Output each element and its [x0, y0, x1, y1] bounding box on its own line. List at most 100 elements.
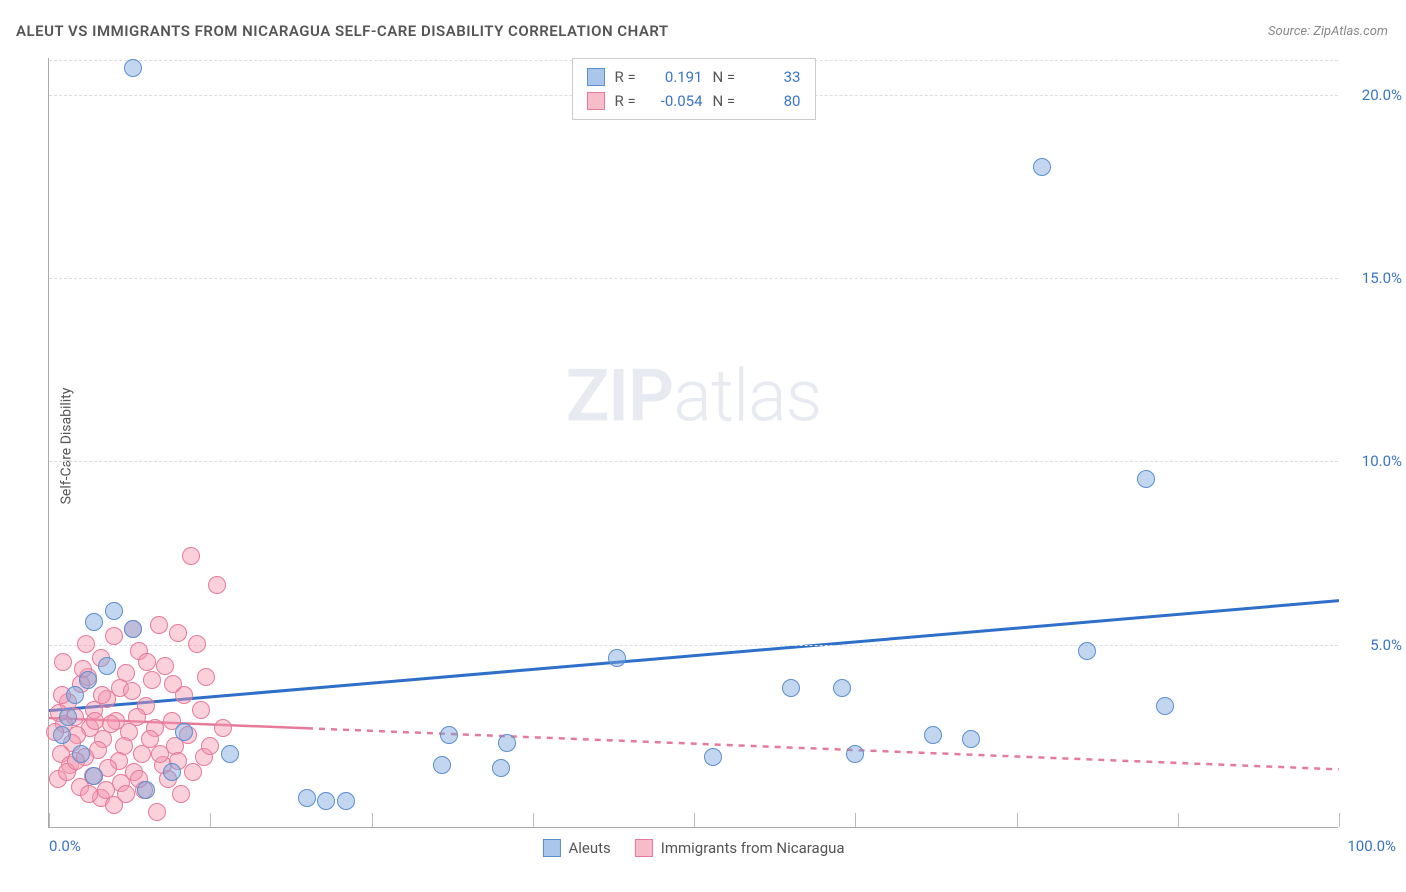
- scatter-point: [124, 620, 142, 638]
- series-legend: Aleuts Immigrants from Nicaragua: [542, 839, 844, 857]
- scatter-point: [498, 734, 516, 752]
- watermark-bold: ZIP: [566, 354, 673, 439]
- y-tick-label: 20.0%: [1362, 86, 1402, 104]
- y-tick-label: 10.0%: [1362, 452, 1402, 470]
- y-tick-label: 15.0%: [1362, 269, 1402, 287]
- swatch-nicaragua: [587, 92, 605, 110]
- gridline-h: [49, 278, 1338, 279]
- scatter-point: [175, 723, 193, 741]
- source-attribution: Source: ZipAtlas.com: [1268, 24, 1388, 39]
- r-value-nicaragua: -0.054: [651, 89, 703, 113]
- scatter-point: [105, 627, 123, 645]
- n-label: N =: [713, 65, 739, 89]
- trendlines: [49, 58, 1339, 828]
- x-tick: [49, 813, 50, 827]
- legend-label-nicaragua: Immigrants from Nicaragua: [661, 839, 845, 857]
- x-tick: [372, 813, 373, 827]
- scatter-point: [182, 547, 200, 565]
- scatter-point: [608, 649, 626, 667]
- swatch-nicaragua-icon: [635, 839, 653, 857]
- x-tick: [694, 813, 695, 827]
- r-value-aleuts: 0.191: [651, 65, 703, 89]
- y-tick-label: 5.0%: [1370, 636, 1402, 654]
- legend-row-aleuts: R = 0.191 N = 33: [587, 65, 801, 89]
- r-label: R =: [615, 89, 641, 113]
- correlation-legend: R = 0.191 N = 33 R = -0.054 N = 80: [572, 58, 816, 120]
- scatter-point: [962, 730, 980, 748]
- chart-title: ALEUT VS IMMIGRANTS FROM NICARAGUA SELF-…: [16, 22, 669, 40]
- scatter-point: [201, 737, 219, 755]
- scatter-point: [148, 803, 166, 821]
- x-tick: [1017, 813, 1018, 827]
- scatter-point: [208, 576, 226, 594]
- scatter-point: [105, 602, 123, 620]
- scatter-point: [163, 763, 181, 781]
- n-value-nicaragua: 80: [749, 89, 801, 113]
- scatter-point: [124, 59, 142, 77]
- scatter-point: [86, 712, 104, 730]
- legend-item-nicaragua: Immigrants from Nicaragua: [635, 839, 845, 857]
- watermark-light: atlas: [673, 354, 821, 439]
- scatter-point: [192, 701, 210, 719]
- watermark: ZIPatlas: [566, 354, 822, 439]
- scatter-point: [782, 679, 800, 697]
- scatter-point: [53, 726, 71, 744]
- scatter-point: [440, 726, 458, 744]
- scatter-point: [98, 657, 116, 675]
- x-tick: [1339, 813, 1340, 827]
- trendline: [307, 728, 1339, 769]
- scatter-point: [138, 653, 156, 671]
- x-tick: [1178, 813, 1179, 827]
- scatter-point: [156, 657, 174, 675]
- scatter-point: [1078, 642, 1096, 660]
- x-tick-label: 0.0%: [49, 837, 81, 855]
- scatter-point: [123, 682, 141, 700]
- scatter-point: [117, 785, 135, 803]
- swatch-aleuts-icon: [542, 839, 560, 857]
- scatter-point: [79, 671, 97, 689]
- scatter-point: [214, 719, 232, 737]
- scatter-point: [337, 792, 355, 810]
- scatter-point: [169, 624, 187, 642]
- scatter-point: [164, 675, 182, 693]
- scatter-point: [72, 745, 90, 763]
- scatter-point: [188, 635, 206, 653]
- scatter-point: [704, 748, 722, 766]
- legend-item-aleuts: Aleuts: [542, 839, 610, 857]
- scatter-point: [1156, 697, 1174, 715]
- gridline-h: [49, 461, 1338, 462]
- n-value-aleuts: 33: [749, 65, 801, 89]
- scatter-point: [197, 668, 215, 686]
- gridline-h: [49, 645, 1338, 646]
- x-tick: [855, 813, 856, 827]
- scatter-point: [85, 767, 103, 785]
- scatter-point: [59, 708, 77, 726]
- scatter-point: [221, 745, 239, 763]
- swatch-aleuts: [587, 68, 605, 86]
- scatter-plot-area: ZIPatlas R = 0.191 N = 33 R = -0.054 N =…: [48, 58, 1338, 828]
- scatter-point: [317, 792, 335, 810]
- scatter-point: [184, 763, 202, 781]
- scatter-point: [492, 759, 510, 777]
- legend-row-nicaragua: R = -0.054 N = 80: [587, 89, 801, 113]
- r-label: R =: [615, 65, 641, 89]
- x-tick: [533, 813, 534, 827]
- scatter-point: [93, 686, 111, 704]
- scatter-point: [133, 745, 151, 763]
- scatter-point: [137, 781, 155, 799]
- scatter-point: [66, 686, 84, 704]
- n-label: N =: [713, 89, 739, 113]
- scatter-point: [85, 613, 103, 631]
- scatter-point: [833, 679, 851, 697]
- legend-label-aleuts: Aleuts: [568, 839, 610, 857]
- scatter-point: [433, 756, 451, 774]
- scatter-point: [151, 745, 169, 763]
- scatter-point: [1137, 470, 1155, 488]
- x-tick-label: 100.0%: [1347, 837, 1396, 855]
- scatter-point: [1033, 158, 1051, 176]
- scatter-point: [846, 745, 864, 763]
- scatter-point: [54, 653, 72, 671]
- x-tick: [210, 813, 211, 827]
- scatter-point: [80, 785, 98, 803]
- scatter-point: [143, 671, 161, 689]
